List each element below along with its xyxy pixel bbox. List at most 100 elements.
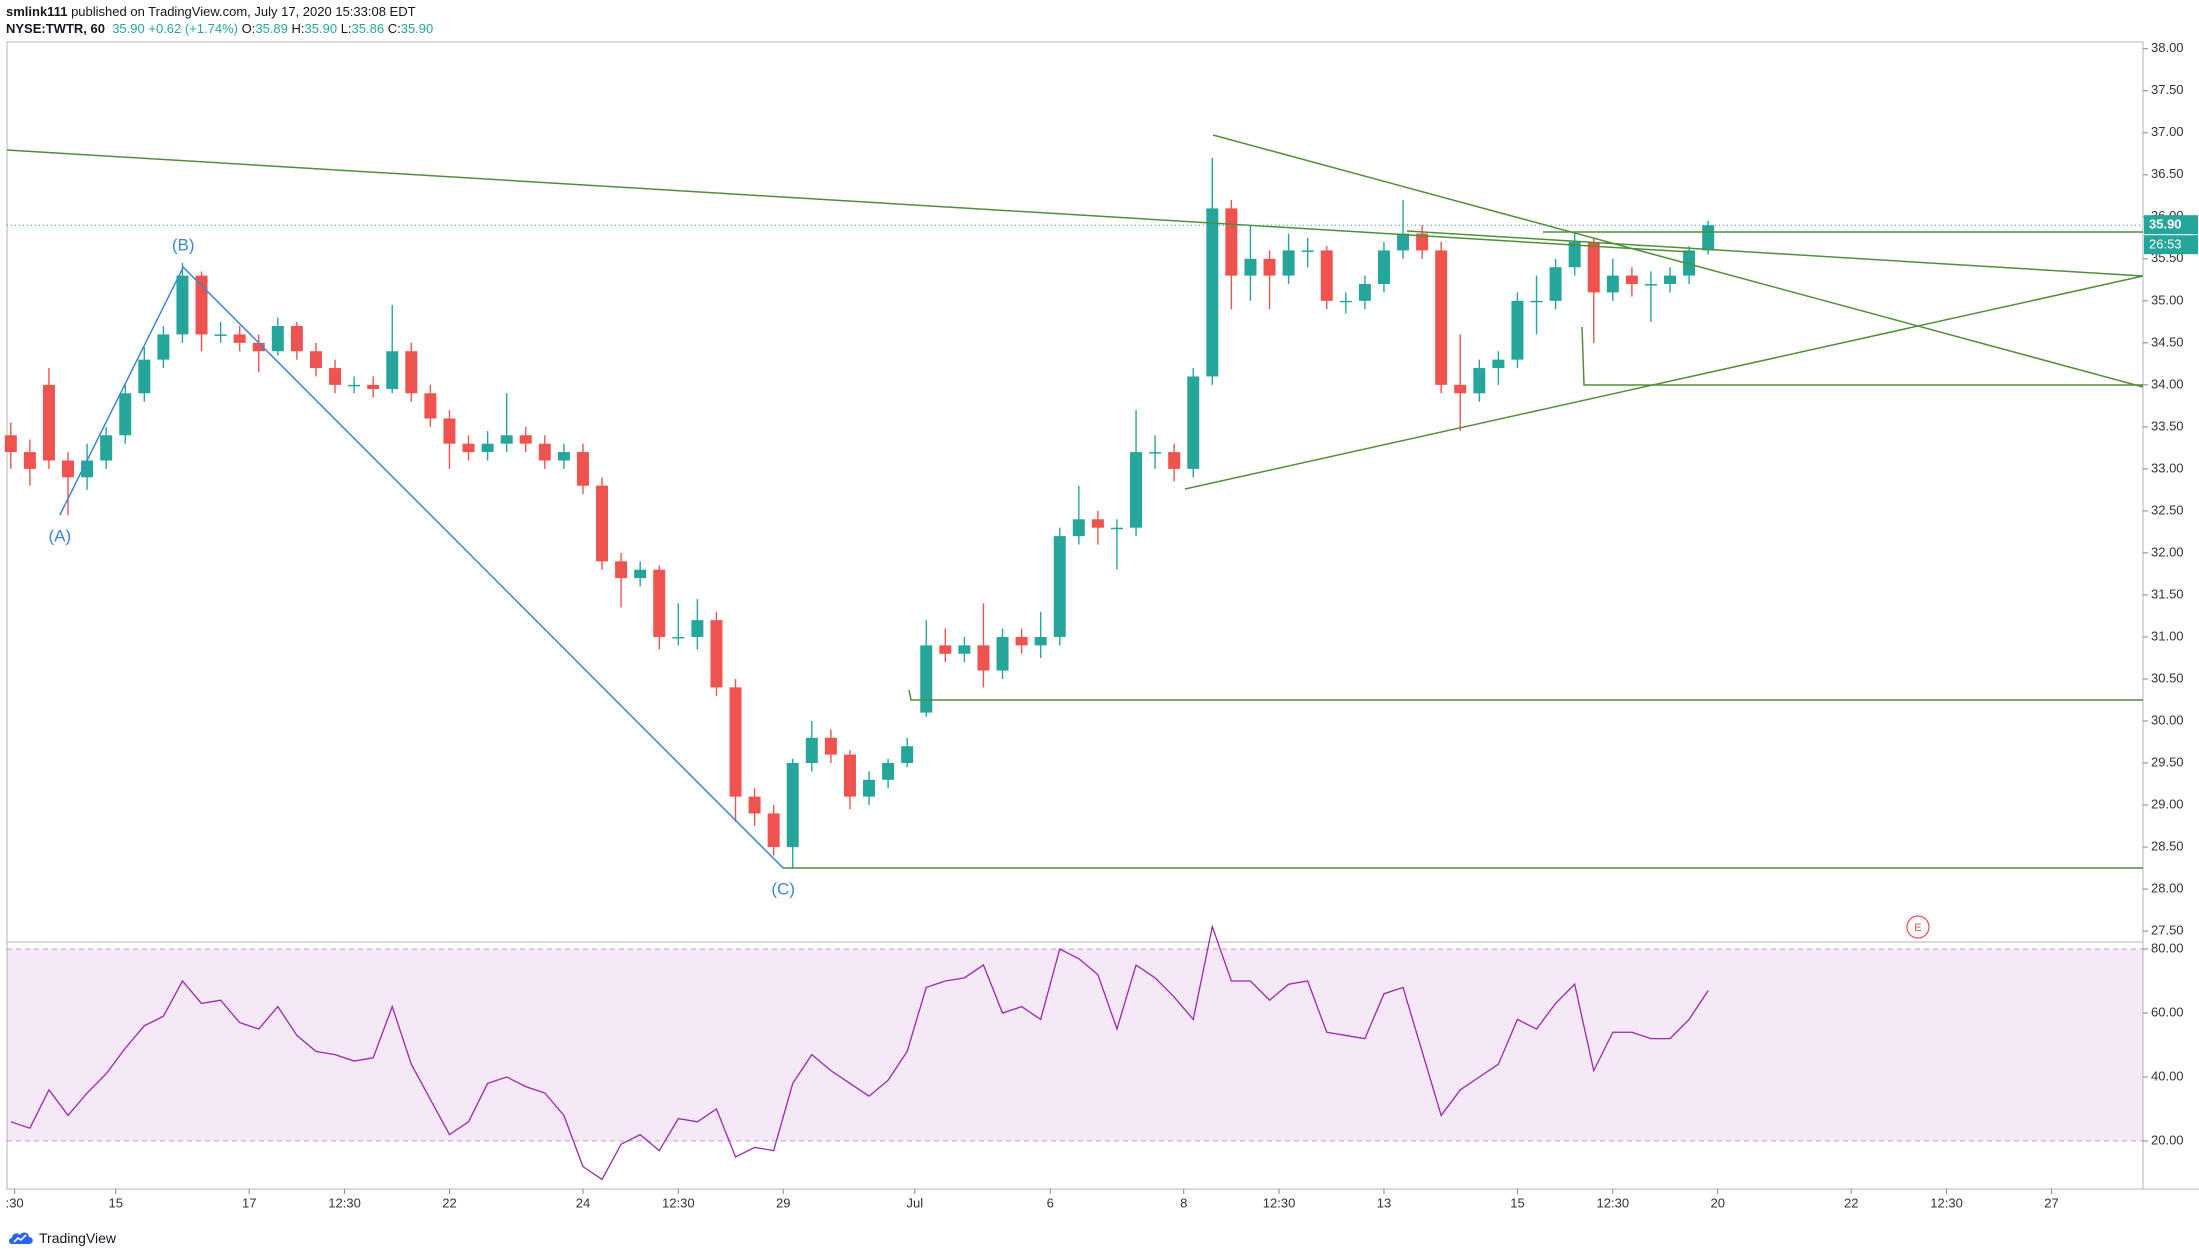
countdown-label: 26:53 — [2149, 237, 2182, 252]
candle-body — [1130, 452, 1143, 528]
candle-body — [1053, 536, 1066, 637]
symbol: NYSE:TWTR, 60 — [6, 21, 105, 36]
y-tick-label: 31.50 — [2151, 586, 2184, 601]
last-price: 35.90 — [112, 21, 145, 36]
candle-body — [882, 763, 895, 780]
candle-body — [1683, 250, 1696, 276]
ohlc-value: 35.86 — [351, 21, 385, 36]
countdown-box — [2144, 235, 2198, 255]
candle-body — [424, 393, 437, 419]
candle-body — [1644, 284, 1657, 286]
candle-body — [1091, 519, 1104, 528]
ohlc-value: 35.89 — [255, 21, 288, 36]
candle-body — [271, 326, 284, 352]
y-tick-label: 28.50 — [2151, 838, 2184, 853]
candle-body — [958, 645, 971, 654]
candle-body — [1072, 519, 1085, 537]
candle-body — [1187, 376, 1200, 469]
candle-body — [195, 275, 208, 335]
candle-body — [538, 443, 551, 461]
candle-body — [786, 763, 799, 848]
candle-body — [557, 452, 570, 461]
candle-body — [634, 569, 647, 579]
candle-body — [4, 435, 17, 453]
candle-body — [1244, 258, 1257, 276]
price-box — [2144, 215, 2198, 235]
event-marker — [1906, 915, 1930, 939]
footer: TradingView — [8, 1230, 116, 1246]
x-tick-label: :30 — [6, 1195, 24, 1210]
x-tick-label: 12:30 — [662, 1195, 695, 1210]
candle-body — [1702, 225, 1715, 251]
logo — [9, 1232, 33, 1244]
candle-body — [901, 746, 914, 764]
candle-body — [1225, 208, 1238, 276]
candle-body — [233, 334, 246, 343]
y-tick-label: 27.50 — [2151, 923, 2184, 938]
author: smlink111 — [6, 4, 68, 19]
candle-body — [214, 334, 227, 336]
y-tick-label: 32.50 — [2151, 502, 2184, 517]
candle-body — [1206, 208, 1219, 377]
candle-body — [1492, 359, 1505, 369]
candle-body — [1149, 452, 1162, 454]
candle-body — [748, 796, 761, 814]
x-tick-label: 12:30 — [1263, 1195, 1296, 1210]
candle-body — [1263, 258, 1276, 276]
header: smlink111 published on TradingView.com, … — [6, 3, 433, 37]
candle-body — [290, 326, 303, 352]
candle-body — [672, 636, 685, 639]
x-tick-label: 15 — [1510, 1195, 1524, 1210]
candle-body — [386, 351, 399, 390]
rsi-line — [10, 924, 1709, 1181]
symbol-line: NYSE:TWTR, 60 35.90 +0.62 (+1.74%) O:35.… — [6, 20, 433, 37]
y-tick-label: 34.00 — [2151, 376, 2184, 391]
x-tick-label: 12:30 — [1597, 1195, 1630, 1210]
y-tick-label: 80.00 — [2151, 940, 2184, 955]
wave-label: (C) — [771, 880, 795, 899]
candle-body — [42, 384, 55, 461]
y-tick-label: 30.50 — [2151, 670, 2184, 685]
x-tick-label: 8 — [1180, 1195, 1187, 1210]
y-tick-label: 37.00 — [2151, 124, 2184, 139]
candle-body — [710, 620, 723, 688]
y-tick-label: 30.00 — [2151, 712, 2184, 727]
x-tick-label: 12:30 — [1930, 1195, 1963, 1210]
y-tick-label: 37.50 — [2151, 82, 2184, 97]
x-tick-label: 12:30 — [328, 1195, 361, 1210]
candle-body — [1530, 300, 1543, 303]
candle-body — [1034, 636, 1047, 646]
candle-body — [1568, 242, 1581, 268]
x-tick-label: 27 — [2044, 1195, 2058, 1210]
y-tick-label: 29.50 — [2151, 754, 2184, 769]
trendline — [1406, 230, 2144, 277]
candle-body — [1473, 368, 1486, 394]
candle-body — [996, 636, 1009, 671]
y-tick-label: 32.00 — [2151, 544, 2184, 559]
y-tick-label: 33.00 — [2151, 460, 2184, 475]
candle-body — [100, 435, 113, 461]
candle-body — [920, 645, 933, 713]
y-tick-label: 35.00 — [2151, 292, 2184, 307]
candle-body — [462, 443, 475, 453]
candle-body — [1301, 250, 1314, 252]
candle-body — [519, 435, 532, 444]
x-tick-label: 13 — [1377, 1195, 1391, 1210]
y-tick-label: 40.00 — [2151, 1068, 2184, 1083]
trendline — [1212, 134, 2144, 388]
ohlc-value: 35.90 — [304, 21, 338, 36]
candle-body — [500, 435, 513, 444]
price-pane — [6, 41, 2144, 943]
candle-body — [1397, 233, 1410, 251]
candle-body — [119, 393, 132, 436]
candle-body — [1625, 275, 1638, 285]
publish-info: published on TradingView.com, July 17, 2… — [71, 4, 416, 19]
wave-line — [59, 265, 784, 869]
candle-body — [1168, 452, 1181, 469]
x-tick-label: 15 — [108, 1195, 122, 1210]
candle-body — [138, 359, 151, 394]
x-tick-label: 22 — [1844, 1195, 1858, 1210]
candle-body — [252, 342, 265, 352]
y-tick-label: 60.00 — [2151, 1004, 2184, 1019]
